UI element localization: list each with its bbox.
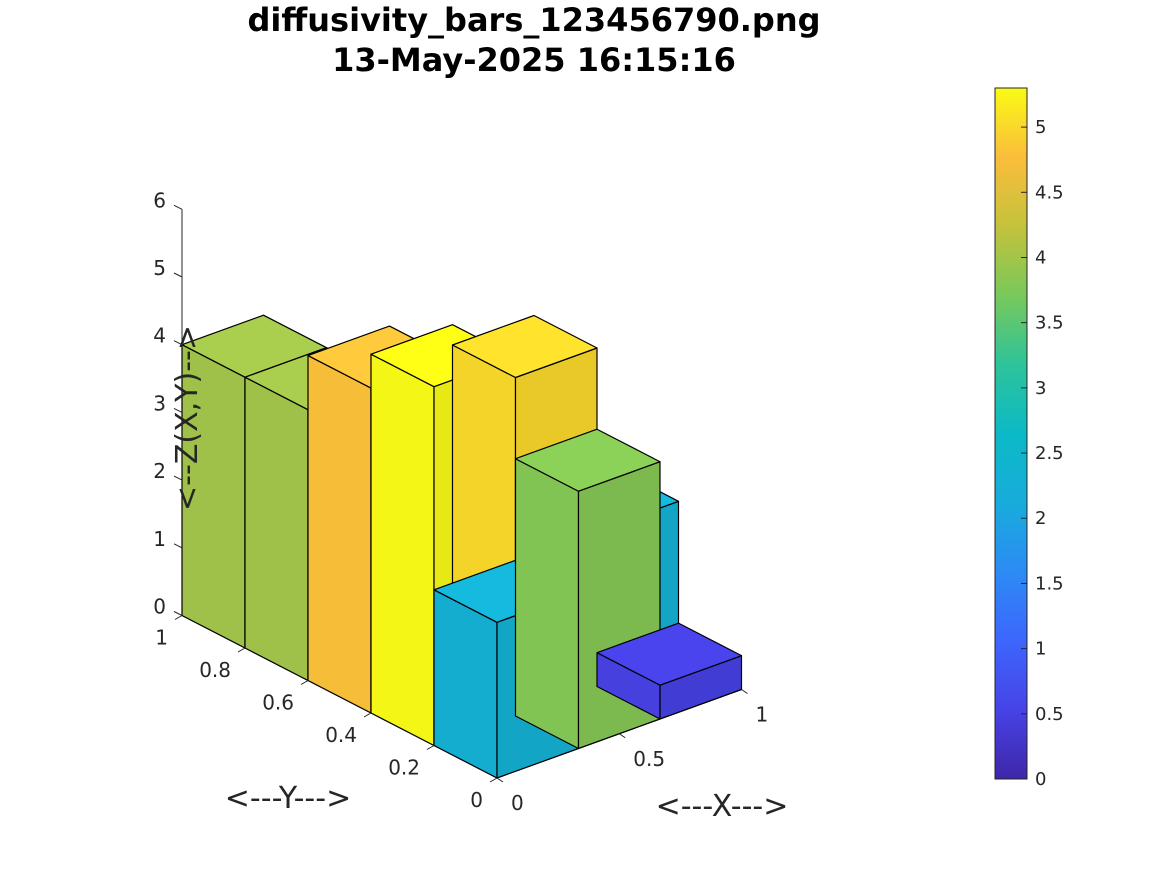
bar-top-face	[596, 622, 743, 686]
y-tick-label: 0.4	[325, 723, 357, 747]
x-tick-label: 0.5	[633, 747, 665, 771]
z-axis-label: <--Z(X,Y)-->	[170, 325, 205, 511]
colorbar-tick-label: 4.5	[1035, 182, 1064, 203]
colorbar-tick-label: 4	[1035, 247, 1046, 268]
bar-left-face	[244, 376, 309, 682]
z-tick-label: 0	[153, 595, 166, 619]
colorbar	[994, 87, 1028, 780]
x-tick-label: 0	[511, 791, 524, 815]
z-tick-mark	[173, 340, 183, 346]
bar-left-face	[307, 354, 372, 714]
y-tick-mark	[174, 615, 183, 620]
x-tick-mark	[618, 733, 626, 739]
y-tick-mark	[426, 745, 435, 750]
z-tick-mark	[173, 475, 183, 481]
y-tick-mark	[363, 712, 372, 718]
colorbar-tick-label: 3	[1035, 378, 1046, 399]
colorbar-tick-label: 3.5	[1035, 313, 1064, 334]
x-tick-mark	[741, 689, 748, 694]
z-tick-mark	[173, 543, 183, 549]
z-tick-label: 4	[153, 324, 166, 348]
x-tick-mark	[496, 777, 504, 783]
bar	[596, 622, 743, 720]
z-tick-mark	[173, 272, 183, 278]
bar-left-face	[514, 458, 580, 750]
z-tick-label: 3	[153, 391, 166, 415]
y-tick-label: 0.2	[388, 756, 420, 780]
colorbar-tick-label: 2	[1035, 508, 1046, 529]
colorbar-tick-label: 5	[1035, 117, 1046, 138]
colorbar-tick-label: 1	[1035, 639, 1046, 660]
chart-title-line1: diffusivity_bars_123456790.png	[247, 1, 820, 39]
y-tick-label: 0.8	[199, 658, 231, 682]
bar-top-face	[451, 314, 598, 379]
bar-left-face	[370, 353, 435, 747]
x-tick-label: 1	[756, 703, 769, 727]
z-tick-label: 1	[153, 527, 166, 551]
y-tick-mark	[300, 680, 309, 685]
z-tick-mark	[173, 407, 183, 413]
y-axis-label: <---Y--->	[225, 781, 351, 816]
z-tick-mark	[173, 204, 183, 210]
colorbar-tick-label: 1.5	[1035, 573, 1064, 594]
bars-group	[181, 314, 743, 779]
z-tick-mark	[173, 611, 183, 616]
chart-title-line2: 13-May-2025 16:15:16	[332, 41, 736, 79]
z-tick-label: 5	[153, 256, 166, 280]
x-axis-label: <---X--->	[656, 789, 789, 824]
tick-labels: 0 1 2 3 4 5 6 0 0.2 0.4 0.6 0.8 1 0 0.5 1	[153, 188, 768, 815]
y-tick-label: 0.6	[262, 691, 294, 715]
colorbar-tick-label: 0.5	[1035, 704, 1064, 725]
y-tick-mark	[489, 777, 498, 783]
colorbar-ticks: 0 0.5 1 1.5 2 2.5 3 3.5 4 4.5 5	[1021, 117, 1064, 790]
bar-top-face	[514, 428, 661, 492]
colorbar-tick-label: 2.5	[1035, 443, 1064, 464]
z-tick-label: 2	[153, 459, 166, 483]
colorbar-tick-label: 0	[1035, 769, 1046, 790]
z-tick-label: 6	[153, 188, 166, 212]
y-tick-label: 1	[155, 626, 168, 650]
y-tick-label: 0	[470, 788, 483, 812]
y-tick-mark	[237, 647, 246, 653]
